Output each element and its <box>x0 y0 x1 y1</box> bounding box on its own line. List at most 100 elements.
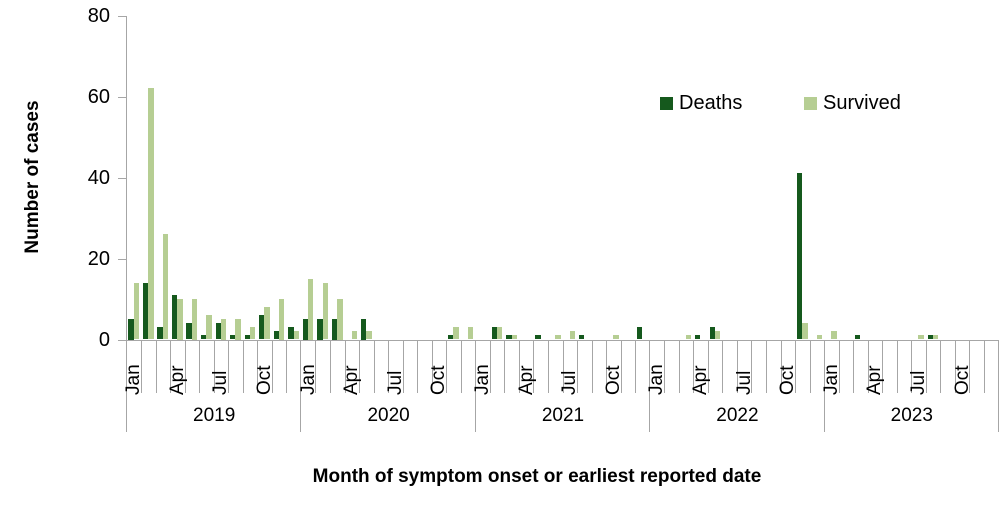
month-tick <box>722 341 724 393</box>
month-tick <box>620 341 622 393</box>
month-label-2020-Apr: Apr <box>341 365 363 395</box>
x-axis-title: Month of symptom onset or earliest repor… <box>312 466 762 487</box>
y-tick-label: 20 <box>87 247 110 270</box>
month-label-2020-Jul: Jul <box>384 370 406 395</box>
bar-deaths-2019-Dec <box>288 327 294 340</box>
month-tick <box>547 341 549 393</box>
bar-survived-2019-Oct <box>264 307 270 340</box>
bar-deaths-2021-Mar <box>506 335 512 340</box>
year-label-2021: 2021 <box>541 405 585 426</box>
year-separator <box>998 341 999 432</box>
bar-deaths-2022-Nov <box>796 173 803 340</box>
month-tick <box>562 341 564 393</box>
month-tick <box>388 341 390 393</box>
year-label-2020: 2020 <box>367 405 410 426</box>
bar-survived-2019-May <box>191 299 198 340</box>
month-label-2021-Apr: Apr <box>515 365 537 395</box>
month-tick <box>460 341 462 393</box>
month-tick <box>765 341 767 393</box>
bar-survived-2019-Mar <box>162 234 169 340</box>
bar-survived-2019-Jan <box>133 282 140 340</box>
bar-survived-2020-Dec <box>467 327 474 340</box>
bar-deaths-2019-Feb <box>142 282 149 340</box>
bar-survived-2019-Dec <box>293 331 299 340</box>
y-tick-label: 80 <box>87 4 110 27</box>
bar-survived-2020-Mar <box>337 299 343 340</box>
month-label-2021-Oct: Oct <box>602 365 624 395</box>
bar-survived-2021-Jul <box>569 331 576 340</box>
bar-survived-2022-Nov <box>802 323 808 340</box>
bar-survived-2019-Apr <box>177 299 183 340</box>
month-label-2020-Oct: Oct <box>428 365 450 395</box>
bar-survived-2021-Oct <box>613 335 619 340</box>
month-label-2023-Jan: Jan <box>820 364 842 395</box>
bar-deaths-2019-Jan <box>128 319 134 340</box>
month-label-2023-Apr: Apr <box>864 365 886 395</box>
year-separator <box>300 341 302 432</box>
month-tick <box>882 341 884 393</box>
legend-item-survived: Survived <box>804 90 901 116</box>
legend-label-survived: Survived <box>823 91 901 114</box>
month-label-2019-Jul: Jul <box>210 370 232 395</box>
month-tick <box>867 341 869 393</box>
y-tick-label: 0 <box>98 328 110 351</box>
bar-survived-2020-Jan <box>308 278 314 340</box>
x-axis-line <box>125 339 999 341</box>
bar-survived-2021-Jun <box>555 335 561 340</box>
month-tick <box>591 341 593 393</box>
month-tick <box>664 341 666 393</box>
bar-deaths-2020-Feb <box>317 319 323 340</box>
y-tick-label: 60 <box>87 85 110 108</box>
month-tick <box>838 341 840 393</box>
month-label-2022-Oct: Oct <box>777 365 799 395</box>
bar-survived-2021-Feb <box>497 327 503 340</box>
bar-survived-2019-Aug <box>235 319 241 340</box>
bar-deaths-2021-Dec <box>636 327 643 340</box>
y-tick <box>118 96 127 98</box>
month-tick <box>896 341 898 393</box>
month-tick <box>271 341 273 393</box>
month-tick <box>402 341 404 393</box>
bar-survived-2023-Aug <box>933 335 939 340</box>
bar-deaths-2021-Feb <box>491 327 498 340</box>
bar-deaths-2019-May <box>186 323 192 340</box>
year-separator <box>126 341 127 432</box>
month-tick <box>606 341 608 393</box>
bar-deaths-2023-Mar <box>854 335 861 340</box>
bar-deaths-2020-Jan <box>302 319 309 340</box>
bar-deaths-2022-May <box>709 327 716 340</box>
month-tick <box>518 341 520 393</box>
month-label-2023-Oct: Oct <box>951 365 973 395</box>
month-tick <box>155 341 157 393</box>
year-separator <box>474 341 476 432</box>
y-tick <box>118 339 127 341</box>
month-tick <box>417 341 419 393</box>
y-tick-label: 40 <box>87 166 110 189</box>
y-axis-title: Number of cases <box>22 100 43 254</box>
legend-label-deaths: Deaths <box>679 91 743 114</box>
month-tick <box>925 341 927 393</box>
bar-survived-2023-Jan <box>831 331 837 340</box>
month-label-2023-Jul: Jul <box>908 370 930 395</box>
deaths-swatch <box>660 96 673 110</box>
month-tick <box>707 341 709 393</box>
month-tick <box>780 341 782 393</box>
bar-deaths-2019-Apr <box>171 294 178 340</box>
month-tick <box>170 341 172 393</box>
month-tick <box>983 341 985 393</box>
y-tick <box>118 177 127 179</box>
month-tick <box>199 341 201 393</box>
bar-deaths-2023-Aug <box>927 335 934 340</box>
month-tick <box>213 341 215 393</box>
y-tick <box>118 15 127 17</box>
month-tick <box>257 341 259 393</box>
month-tick <box>504 341 506 393</box>
bar-deaths-2019-Oct <box>259 315 265 340</box>
month-label-2019-Oct: Oct <box>254 365 276 395</box>
legend-item-deaths: Deaths <box>660 90 742 116</box>
month-label-2019-Jan: Jan <box>123 364 145 395</box>
month-label-2019-Apr: Apr <box>166 365 188 395</box>
month-tick <box>184 341 186 393</box>
month-tick <box>751 341 753 393</box>
